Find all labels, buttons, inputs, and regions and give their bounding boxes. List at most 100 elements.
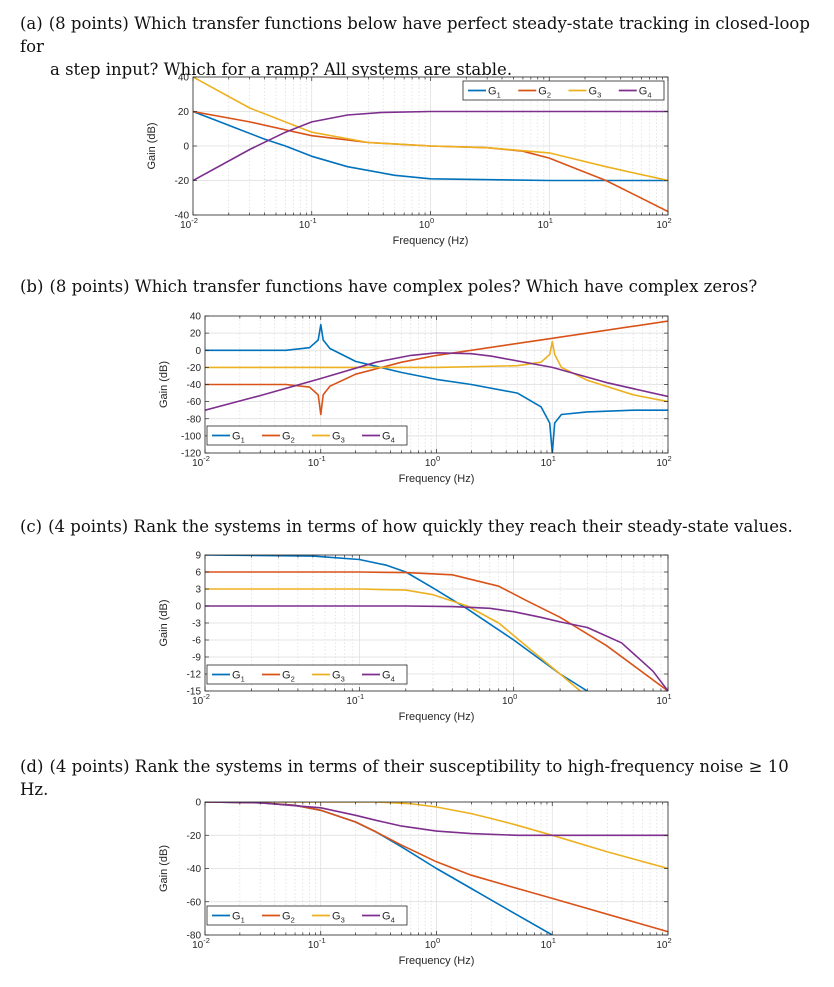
series-line-g2	[205, 571, 668, 691]
question-label: (d)	[20, 757, 44, 776]
legend-entry: G4	[382, 670, 395, 684]
legend-entry: G3	[332, 431, 345, 445]
y-tick-label: 0	[183, 142, 189, 153]
x-tick-label: 10-2	[180, 216, 198, 231]
x-axis: 10-2 10-1 100 101 102 Frequency (Hz)	[180, 77, 672, 247]
bode-plot-b: 10-2 10-1 100 101 102 Frequency (Hz) 40 20 0 -20 -…	[158, 312, 672, 486]
y-tick-label: -80	[187, 414, 202, 425]
y-tick-label: 40	[190, 312, 202, 323]
y-tick-label: -60	[187, 897, 202, 908]
legend: G1 G2 G3 G4	[206, 425, 408, 446]
legend-box	[206, 905, 408, 926]
y-tick-label: 9	[195, 551, 201, 562]
y-tick-label: 6	[195, 568, 201, 579]
series-line-g3	[193, 77, 668, 182]
y-tick-label: -6	[192, 636, 201, 647]
y-tick-label: -20	[187, 831, 202, 842]
y-axis: 40 20 0 -20 -40 -60 -80 -100 -120 Gain (dB)	[158, 312, 668, 460]
x-tick-label: 10-2	[192, 454, 210, 469]
question-text: (4 points) Rank the systems in terms of …	[48, 517, 793, 536]
legend: G1 G2 G3 G4	[462, 80, 665, 101]
legend-entry: G2	[538, 86, 551, 100]
y-tick-label: -40	[175, 211, 190, 222]
x-tick-label: 101	[541, 454, 556, 469]
x-tick-label: 10-2	[192, 692, 210, 707]
y-tick-label: -3	[192, 619, 201, 630]
x-axis: 10-2 10-1 100 101 Frequency (Hz)	[192, 555, 672, 723]
legend-entry: G4	[382, 431, 395, 445]
series-line-g1	[205, 323, 668, 453]
legend-entry: G4	[382, 911, 395, 925]
legend-box	[462, 80, 665, 101]
legend-entry: G2	[282, 911, 295, 925]
series-line-g3	[205, 802, 668, 870]
legend-entry: G3	[589, 86, 602, 100]
series-line-g1	[193, 110, 668, 182]
y-tick-label: -80	[187, 931, 202, 942]
legend: G1 G2 G3 G4	[206, 905, 408, 926]
series-group	[205, 320, 668, 453]
bode-plot-a: 10-2 10-1 100 101 102 Frequency (Hz) 40 20 0 -20 -…	[146, 73, 672, 248]
series-line-g4	[205, 802, 668, 837]
question-text: (4 points) Rank the systems in terms of …	[20, 757, 789, 799]
question-text: (8 points) Which transfer functions have…	[49, 277, 758, 296]
y-tick-label: -20	[175, 176, 190, 187]
y-tick-label: -15	[187, 687, 202, 698]
legend-entry: G1	[488, 86, 501, 100]
x-tick-label: 102	[656, 216, 671, 231]
x-axis-label: Frequency (Hz)	[393, 235, 469, 247]
y-axis-label: Gain (dB)	[158, 599, 170, 646]
x-axis: 10-2 10-1 100 101 102 Frequency (Hz)	[192, 802, 672, 967]
y-tick-label: -100	[181, 431, 201, 442]
legend-entry: G2	[282, 670, 295, 684]
x-tick-label: 102	[656, 454, 671, 469]
y-axis: 0 -20 -40 -60 -80 Gain (dB)	[158, 798, 668, 942]
x-tick-label: 10-1	[346, 692, 364, 707]
series-line-g1	[205, 555, 588, 691]
series-line-g3	[205, 340, 668, 403]
legend-entry: G1	[232, 431, 245, 445]
question-d: (d) (4 points) Rank the systems in terms …	[20, 755, 820, 801]
y-axis-label: Gain (dB)	[158, 361, 170, 408]
question-label: (c)	[20, 517, 43, 536]
y-tick-label: -40	[187, 380, 202, 391]
x-tick-label: 101	[541, 936, 556, 951]
x-tick-label: 100	[419, 216, 434, 231]
series-line-g4	[205, 351, 668, 411]
bode-plot-d: 10-2 10-1 100 101 102 Frequency (Hz) 0 -20 -40 -6…	[158, 798, 672, 968]
y-tick-label: -9	[192, 653, 201, 664]
x-axis-label: Frequency (Hz)	[399, 955, 475, 967]
series-line-g4	[193, 110, 668, 182]
question-label: (a)	[20, 14, 43, 33]
series-group	[205, 802, 668, 935]
legend-entry: G2	[282, 431, 295, 445]
y-axis-label: Gain (dB)	[146, 122, 158, 169]
legend-box	[206, 425, 408, 446]
y-tick-label: -20	[187, 363, 202, 374]
legend-box	[206, 664, 408, 685]
series-group	[205, 555, 668, 691]
y-tick-label: 0	[195, 346, 201, 357]
x-tick-label: 101	[656, 692, 671, 707]
y-tick-label: 20	[190, 329, 202, 340]
x-tick-label: 100	[425, 454, 440, 469]
x-tick-label: 10-2	[192, 936, 210, 951]
legend-entry: G3	[332, 911, 345, 925]
question-c: (c) (4 points) Rank the systems in terms …	[20, 515, 820, 538]
question-text-continued: a step input? Which for a ramp? All syst…	[50, 60, 513, 79]
x-axis-label: Frequency (Hz)	[399, 473, 475, 485]
y-tick-label: -120	[181, 449, 201, 460]
x-axis: 10-2 10-1 100 101 102 Frequency (Hz)	[192, 316, 672, 485]
y-tick-label: 0	[195, 798, 201, 809]
y-tick-label: 40	[178, 73, 190, 84]
series-line-g3	[205, 588, 581, 691]
bode-plot-c: 10-2 10-1 100 101 Frequency (Hz) 9 6 3 0 -3 -6 -9 -1…	[158, 551, 672, 724]
y-tick-label: 0	[195, 602, 201, 613]
y-tick-label: 3	[195, 585, 201, 596]
legend-entry: G1	[232, 911, 245, 925]
question-label: (b)	[20, 277, 44, 296]
y-tick-label: -60	[187, 397, 202, 408]
question-text: (8 points) Which transfer functions belo…	[20, 14, 810, 56]
y-tick-label: -12	[187, 670, 202, 681]
legend-entry: G1	[232, 670, 245, 684]
